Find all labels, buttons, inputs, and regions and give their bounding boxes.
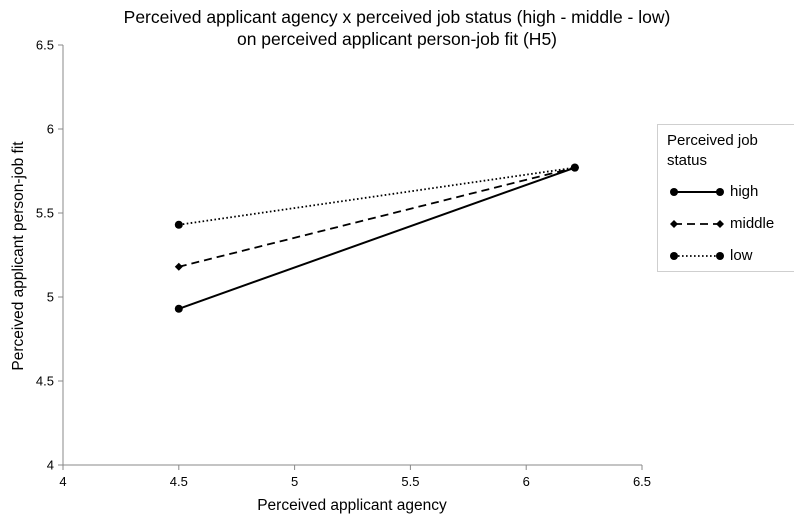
legend-marker	[670, 188, 678, 196]
y-tick-label: 5	[47, 290, 54, 305]
x-axis-title: Perceived applicant agency	[257, 497, 447, 514]
axes: 4 4.5 5 5.5 6 6.5 4 4.5 5 5.5 6 6.5	[36, 38, 651, 490]
legend-item-low: low	[670, 245, 790, 267]
y-tick-label: 5.5	[36, 206, 54, 221]
y-axis-title: Perceived applicant person-job fit	[10, 141, 27, 371]
legend: Perceived job status high middle low	[657, 124, 794, 272]
legend-label-middle: middle	[730, 215, 775, 232]
series-high	[174, 163, 579, 313]
legend-swatch-low	[670, 252, 724, 260]
y-tick-label: 4.5	[36, 374, 54, 389]
legend-marker	[670, 220, 678, 228]
legend-marker	[716, 188, 724, 196]
legend-swatch-high	[670, 188, 724, 196]
legend-marker	[716, 252, 724, 260]
legend-marker	[716, 220, 724, 228]
data-point-low	[174, 220, 183, 229]
x-tick-label: 4	[59, 474, 66, 489]
legend-label-high: high	[730, 183, 759, 200]
series-line-high	[178, 166, 576, 310]
legend-title: Perceived job status	[667, 132, 758, 169]
data-point-low	[570, 163, 579, 172]
y-tick-label: 4	[47, 458, 54, 473]
series-layer	[174, 163, 579, 313]
series-line-low	[178, 166, 575, 226]
x-tick-label: 6.5	[633, 474, 651, 489]
legend-swatch-middle	[670, 220, 724, 228]
x-tick-label: 5.5	[401, 474, 419, 489]
legend-item-middle: middle	[670, 213, 790, 235]
legend-marker	[670, 252, 678, 260]
x-tick-label: 6	[523, 474, 530, 489]
data-point-middle	[174, 262, 183, 271]
legend-label-low: low	[730, 247, 753, 264]
chart-title: Perceived applicant agency x perceived j…	[0, 6, 794, 50]
x-tick-label: 5	[291, 474, 298, 489]
chart-title-line-2: on perceived applicant person-job fit (H…	[236, 29, 558, 49]
y-tick-label: 6	[47, 122, 54, 137]
chart-title-line-1: Perceived applicant agency x perceived j…	[123, 7, 671, 27]
series-low	[174, 163, 579, 229]
x-tick-label: 4.5	[170, 474, 188, 489]
y-tick-label: 6.5	[36, 38, 54, 53]
series-line-middle	[178, 166, 576, 268]
legend-item-high: high	[670, 181, 790, 203]
data-point-high	[174, 304, 183, 313]
